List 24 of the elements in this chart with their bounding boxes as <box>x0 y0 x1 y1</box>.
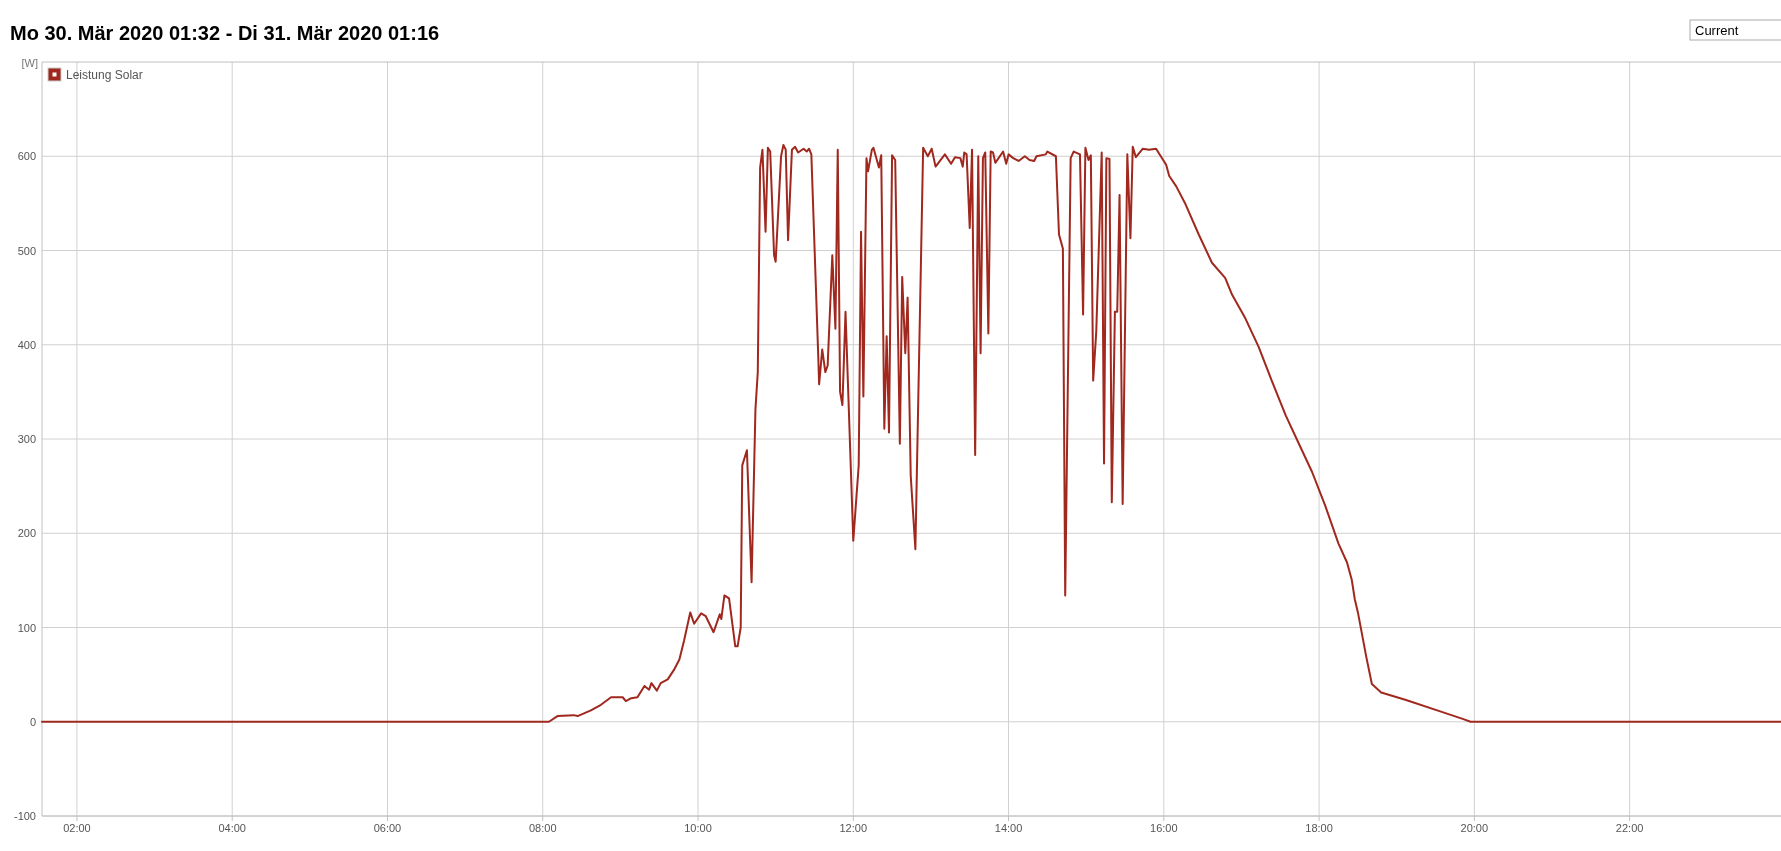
x-tick-label: 08:00 <box>528 822 557 834</box>
y-tick-label: 100 <box>17 621 36 634</box>
y-tick-label: 200 <box>17 527 36 540</box>
y-tick-label: 0 <box>29 715 36 728</box>
y-tick-label: 400 <box>17 338 36 351</box>
x-tick-label: 22:00 <box>1615 822 1644 834</box>
legend-label: Leistung Solar <box>66 68 143 82</box>
x-tick-label: 04:00 <box>218 822 246 834</box>
x-tick-label: 06:00 <box>373 822 402 834</box>
y-tick-label: 500 <box>17 244 36 257</box>
line-series <box>41 143 1781 723</box>
y-tick-label: -100 <box>13 810 36 822</box>
x-tick-label: 02:00 <box>63 822 91 834</box>
y-tick-label: 600 <box>17 150 36 163</box>
x-tick-label: 16:00 <box>1150 822 1178 834</box>
y-axis-title: [W] <box>21 57 38 69</box>
dropdown-field: Current <box>1689 19 1781 41</box>
x-tick-label: 10:00 <box>684 822 712 834</box>
x-tick-label: 14:00 <box>994 822 1023 834</box>
x-tick-label: 18:00 <box>1305 822 1333 834</box>
x-tick-label: 20:00 <box>1460 822 1489 834</box>
x-tick-label: 12:00 <box>839 822 868 834</box>
y-tick-label: 300 <box>17 433 36 445</box>
chart-title: Mo 30. Mär 2020 01:32 - Di 31. Mär 2020 01:16 <box>10 22 440 44</box>
